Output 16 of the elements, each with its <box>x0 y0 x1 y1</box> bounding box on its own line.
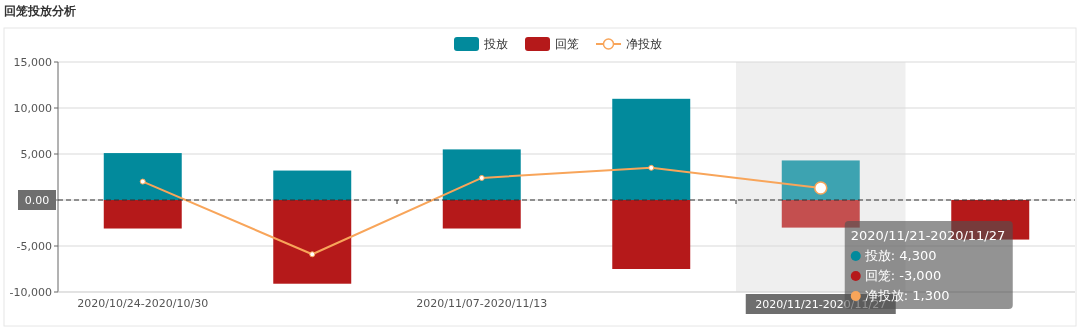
legend-label: 投放 <box>483 37 508 51</box>
chart-title: 回笼投放分析 <box>4 4 76 18</box>
annotation: 净投放: 1,300 <box>864 288 950 303</box>
ref-line-label: 0.00 <box>24 194 50 207</box>
y-tick-label: -10,000 <box>9 286 52 299</box>
legend-label: 净投放 <box>626 37 662 51</box>
y-tick-label: 10,000 <box>13 102 52 115</box>
legend-label: 回笼 <box>555 37 579 51</box>
annotation: 投放: 4,300 <box>863 248 937 263</box>
annotation: 2020/11/21-2020/11/27 <box>850 228 1006 243</box>
y-tick-label: -5,000 <box>16 240 52 253</box>
x-tick-label: 2020/11/07-2020/11/13 <box>416 297 548 310</box>
annotation: 回笼: -3,000 <box>864 268 942 283</box>
y-tick-label: 15,000 <box>13 56 52 69</box>
y-tick-label: 5,000 <box>20 148 52 161</box>
x-tick-label: 2020/10/24-2020/10/30 <box>77 297 209 310</box>
